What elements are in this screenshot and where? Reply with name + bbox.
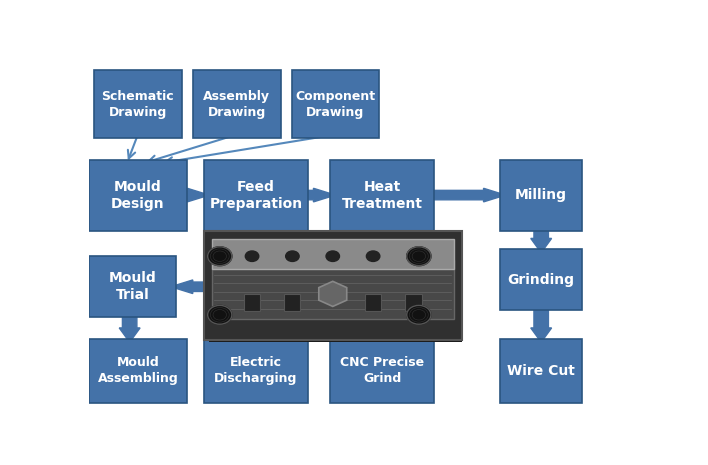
Circle shape	[406, 247, 431, 266]
Polygon shape	[319, 281, 347, 306]
Text: Component
Drawing: Component Drawing	[295, 90, 375, 119]
FancyBboxPatch shape	[500, 159, 582, 231]
FancyBboxPatch shape	[244, 294, 260, 311]
FancyBboxPatch shape	[500, 249, 582, 310]
FancyBboxPatch shape	[209, 334, 462, 342]
FancyArrow shape	[182, 188, 210, 202]
Circle shape	[246, 251, 259, 261]
Text: CNC Precise
Grind: CNC Precise Grind	[340, 356, 424, 385]
Circle shape	[207, 247, 232, 266]
Text: Mould
Design: Mould Design	[111, 180, 165, 211]
Text: Mould
Assembling: Mould Assembling	[98, 356, 178, 385]
Text: Heat
Treatment: Heat Treatment	[341, 180, 423, 211]
Circle shape	[285, 251, 299, 261]
FancyBboxPatch shape	[212, 260, 454, 319]
FancyBboxPatch shape	[204, 159, 308, 231]
FancyBboxPatch shape	[193, 70, 280, 138]
FancyBboxPatch shape	[88, 256, 176, 317]
FancyBboxPatch shape	[500, 339, 582, 403]
FancyBboxPatch shape	[88, 159, 187, 231]
Text: Feed
Preparation: Feed Preparation	[210, 180, 302, 211]
FancyBboxPatch shape	[292, 70, 379, 138]
Circle shape	[367, 251, 380, 261]
FancyArrow shape	[336, 364, 429, 378]
Circle shape	[326, 251, 340, 261]
FancyArrow shape	[429, 188, 506, 202]
FancyBboxPatch shape	[406, 294, 421, 311]
FancyBboxPatch shape	[94, 70, 182, 138]
FancyArrow shape	[531, 228, 552, 253]
FancyArrow shape	[302, 188, 336, 202]
FancyBboxPatch shape	[204, 231, 462, 340]
FancyBboxPatch shape	[88, 339, 187, 403]
Text: Wire Cut: Wire Cut	[507, 364, 575, 378]
FancyArrow shape	[171, 280, 220, 293]
Circle shape	[406, 251, 421, 261]
FancyBboxPatch shape	[330, 339, 434, 403]
FancyArrow shape	[119, 313, 140, 342]
Text: Grinding: Grinding	[508, 272, 575, 286]
FancyBboxPatch shape	[212, 239, 454, 269]
Circle shape	[406, 306, 431, 324]
Circle shape	[207, 306, 232, 324]
FancyBboxPatch shape	[365, 294, 381, 311]
FancyBboxPatch shape	[285, 294, 300, 311]
FancyArrow shape	[210, 364, 302, 378]
FancyBboxPatch shape	[330, 159, 434, 231]
Text: Assembly
Drawing: Assembly Drawing	[203, 90, 270, 119]
FancyArrow shape	[94, 364, 182, 378]
Text: Milling: Milling	[515, 188, 567, 202]
FancyArrow shape	[531, 306, 552, 342]
Text: Electric
Discharging: Electric Discharging	[214, 356, 297, 385]
Text: Schematic
Drawing: Schematic Drawing	[101, 90, 174, 119]
FancyBboxPatch shape	[204, 339, 308, 403]
FancyArrow shape	[506, 364, 571, 378]
Text: Mould
Trial: Mould Trial	[108, 271, 156, 302]
